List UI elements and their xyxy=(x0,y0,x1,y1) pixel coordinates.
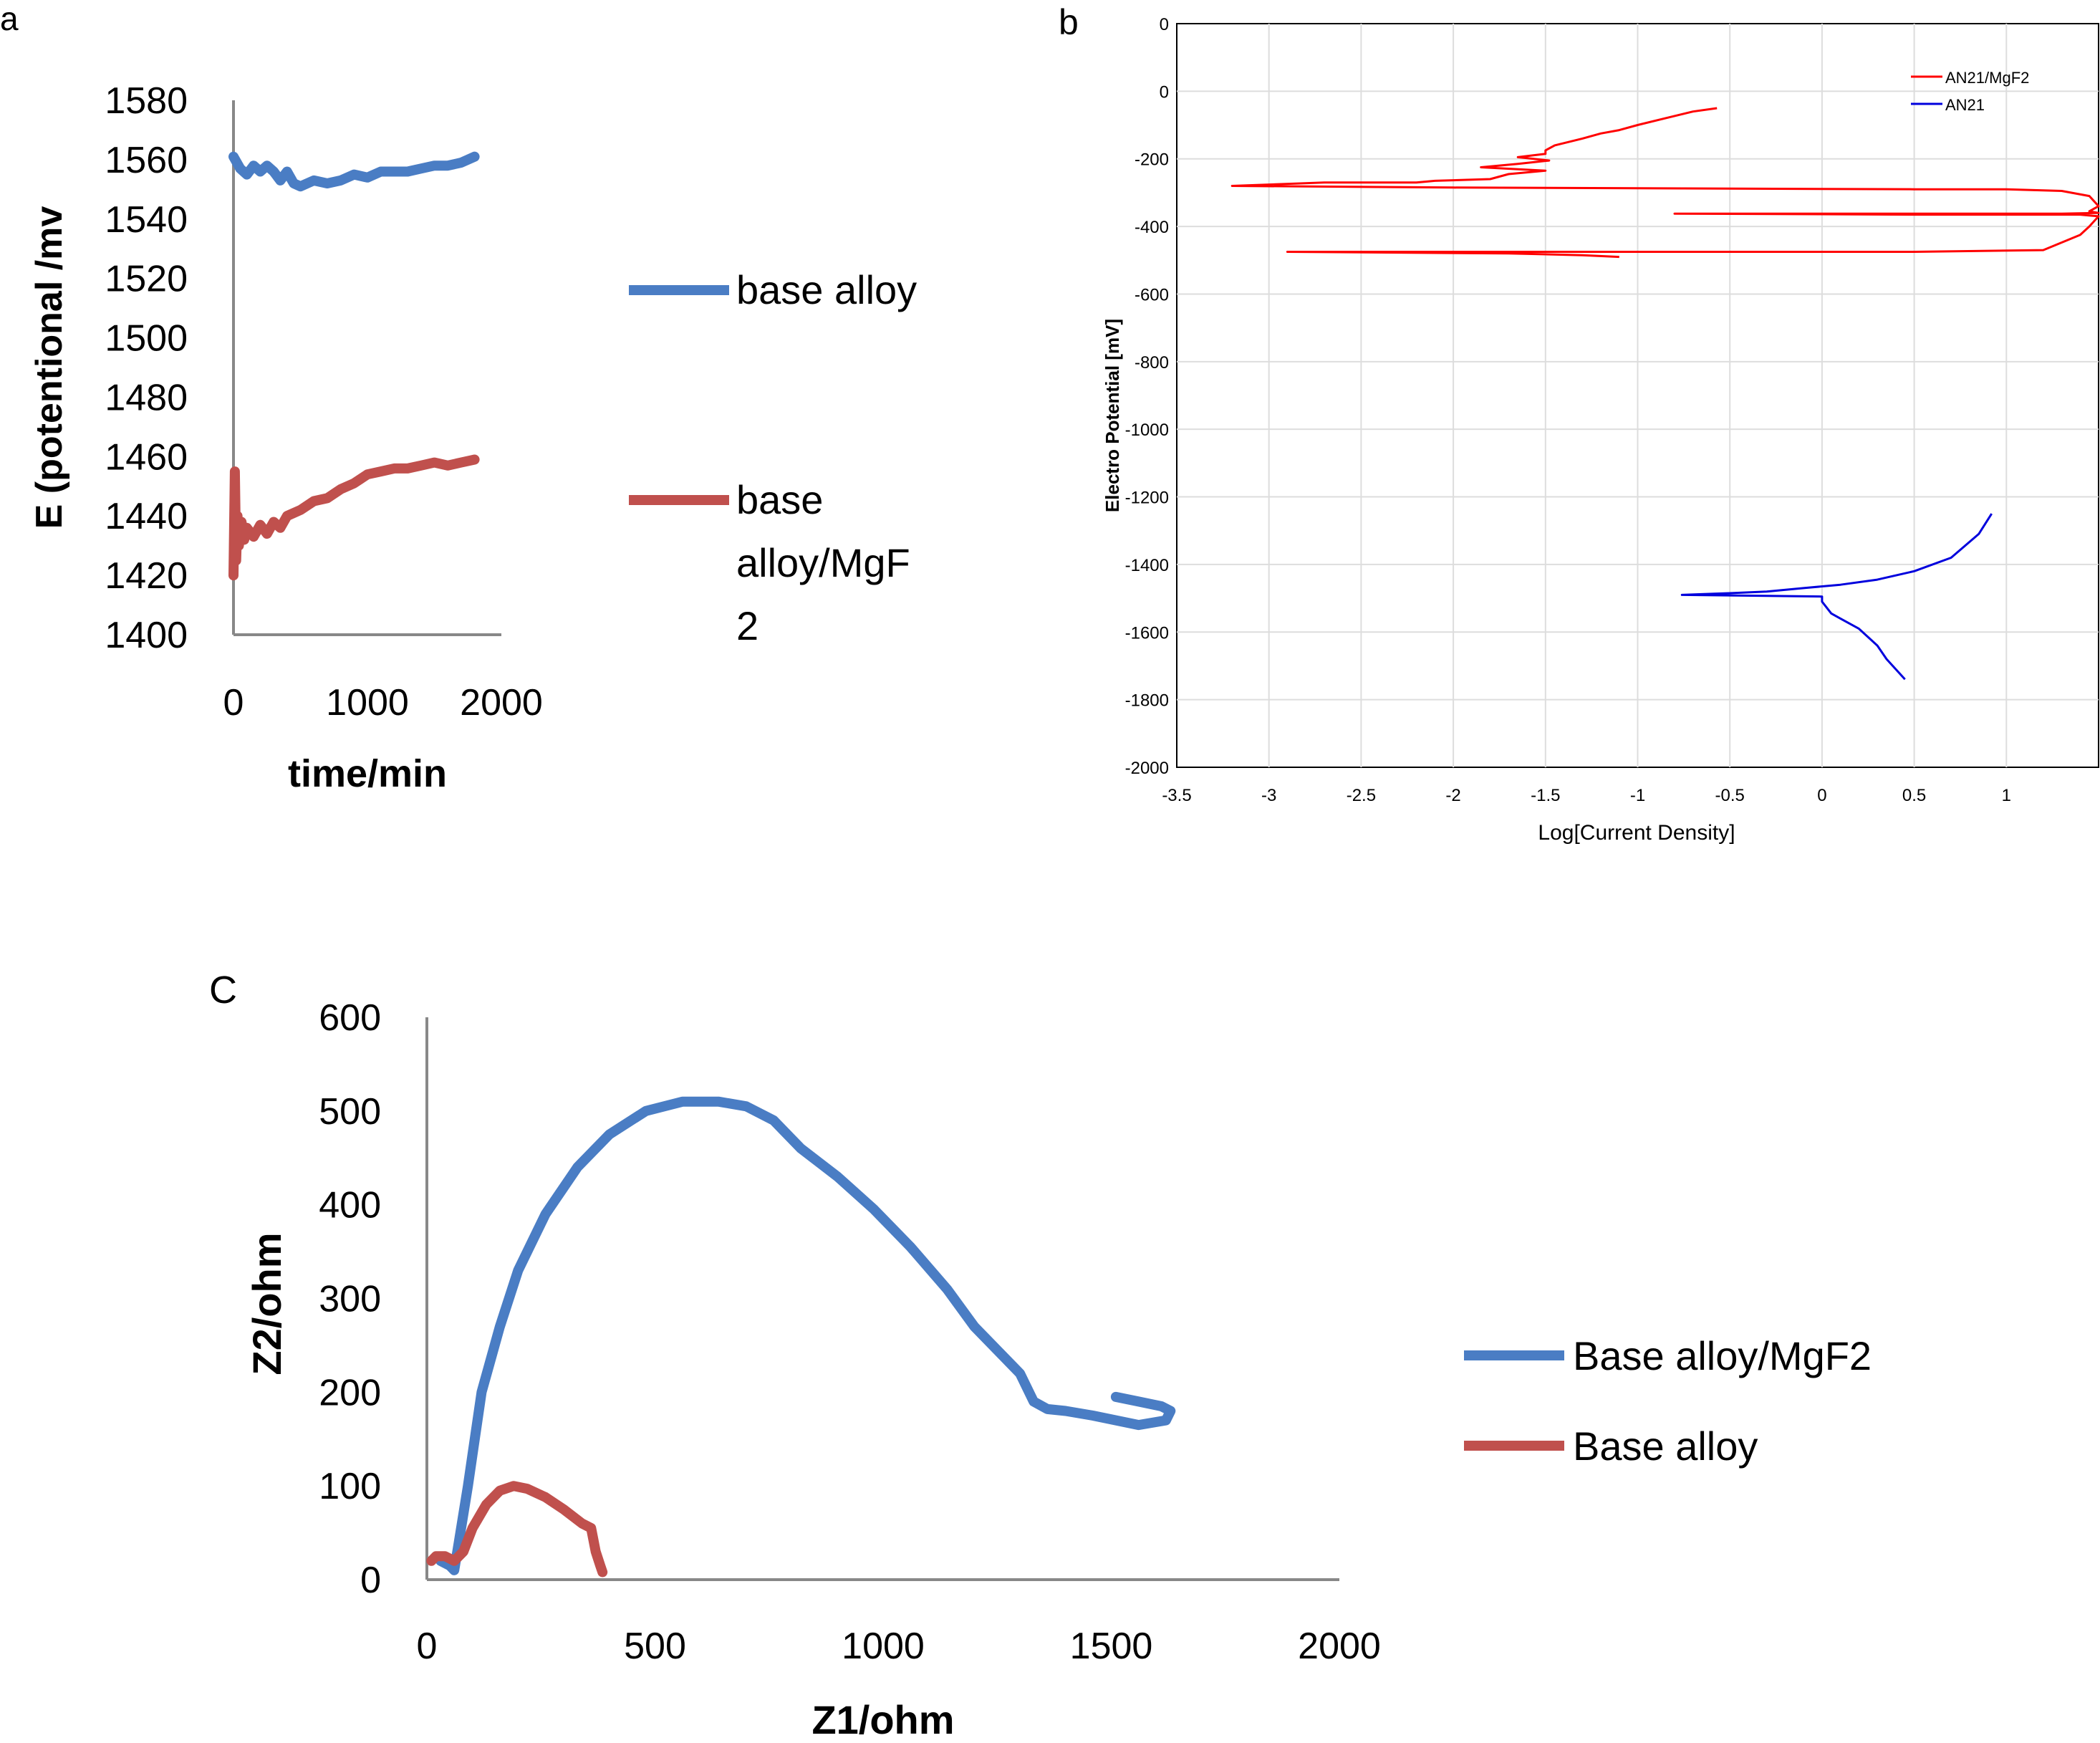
chart-b-y-tick: -1000 xyxy=(1125,421,1169,440)
chart-c-legend: Base alloy/MgF2 Base alloy xyxy=(1464,1333,1872,1469)
chart-b-y-tick: -800 xyxy=(1135,353,1169,373)
chart-c-x-tick: 500 xyxy=(624,1626,686,1667)
chart-a: 1580 1560 1540 1520 1500 1480 1460 1440 1420 1400… xyxy=(29,80,917,795)
chart-a-y-tick: 1440 xyxy=(105,496,188,537)
chart-b-x-tick: -1 xyxy=(1630,786,1645,805)
chart-c-y-tick: 0 xyxy=(360,1560,381,1601)
chart-a-y-tick: 1540 xyxy=(105,199,188,241)
chart-b-y-tick: -1200 xyxy=(1125,489,1169,508)
chart-b-x-tick: 0.5 xyxy=(1902,786,1926,805)
chart-b: 0 0 -200 -400 -600 -800 -1000 -1200 -1400 -1600 -1… xyxy=(1102,15,2100,845)
chart-a-x-tick: 1000 xyxy=(326,682,409,724)
chart-b-x-tick: 1 xyxy=(2002,786,2011,805)
chart-b-y-tick: -2000 xyxy=(1125,759,1169,778)
chart-b-y-tick: -200 xyxy=(1135,150,1169,170)
chart-c-x-tick: 0 xyxy=(417,1626,438,1667)
chart-c-y-tick: 400 xyxy=(319,1185,381,1226)
chart-a-legend-label: base alloy xyxy=(736,267,917,312)
chart-c-legend-label: Base alloy xyxy=(1573,1423,1758,1469)
chart-a-legend-label: 2 xyxy=(736,603,758,648)
panel-label-a: a xyxy=(0,0,19,37)
chart-b-legend-label: AN21 xyxy=(1945,96,1985,114)
chart-b-x-tick: -2.5 xyxy=(1347,786,1376,805)
chart-c-x-axis-label: Z1/ohm xyxy=(811,1697,954,1742)
chart-b-series-an21-mgf2 xyxy=(1230,107,2100,259)
chart-b-x-tick: -3.5 xyxy=(1162,786,1191,805)
chart-a-x-tick: 0 xyxy=(223,682,244,724)
chart-b-y-tick: 0 xyxy=(1160,15,1169,34)
panel-label-c: C xyxy=(209,969,237,1012)
chart-c-x-tick: 1000 xyxy=(842,1626,925,1667)
chart-b-legend-label: AN21/MgF2 xyxy=(1945,69,2029,87)
chart-c-y-tick: 300 xyxy=(319,1279,381,1320)
chart-b-x-tick: -3 xyxy=(1261,786,1276,805)
chart-a-y-tick: 1500 xyxy=(105,318,188,360)
chart-b-legend: AN21/MgF2 AN21 xyxy=(1911,69,2029,114)
panel-label-b: b xyxy=(1059,2,1079,42)
chart-a-series-base-alloy xyxy=(228,151,480,192)
chart-c-x-tick: 2000 xyxy=(1298,1626,1381,1667)
chart-a-series-base-alloy-mgf2 xyxy=(228,454,480,581)
chart-c-series-base-alloy xyxy=(426,1481,608,1578)
chart-b-y-axis-label: Electro Potential [mV] xyxy=(1102,319,1123,512)
chart-a-y-axis-label: E (potentional /mv xyxy=(29,206,70,529)
chart-b-x-tick: -2 xyxy=(1445,786,1460,805)
chart-b-x-tick: -0.5 xyxy=(1715,786,1745,805)
chart-a-legend-label: alloy/MgF xyxy=(736,540,910,585)
chart-b-y-tick: -1600 xyxy=(1125,623,1169,643)
chart-a-y-tick: 1460 xyxy=(105,436,188,478)
chart-a-legend: base alloy base alloy/MgF 2 xyxy=(629,267,917,648)
chart-b-y-tick: -1800 xyxy=(1125,691,1169,711)
chart-a-y-tick: 1560 xyxy=(105,140,188,181)
chart-b-y-tick: -600 xyxy=(1135,285,1169,304)
chart-b-y-tick: -400 xyxy=(1135,218,1169,237)
chart-a-y-tick: 1580 xyxy=(105,80,188,122)
chart-a-y-tick: 1420 xyxy=(105,555,188,597)
chart-a-x-tick: 2000 xyxy=(460,682,543,724)
chart-c-series-base-alloy-mgf2 xyxy=(435,1096,1176,1575)
chart-c-y-tick: 100 xyxy=(319,1466,381,1507)
chart-a-y-tick: 1480 xyxy=(105,377,188,418)
chart-b-x-tick: 0 xyxy=(1817,786,1826,805)
chart-a-legend-label: base xyxy=(736,477,823,522)
chart-b-x-tick: -1.5 xyxy=(1531,786,1560,805)
chart-a-x-axis-label: time/min xyxy=(288,752,447,795)
chart-c-y-tick: 600 xyxy=(319,997,381,1039)
chart-a-y-tick: 1520 xyxy=(105,259,188,300)
chart-b-series-an21 xyxy=(1680,513,1993,681)
chart-a-y-tick: 1400 xyxy=(105,615,188,656)
chart-c-legend-label: Base alloy/MgF2 xyxy=(1573,1333,1872,1378)
chart-c-y-tick: 200 xyxy=(319,1372,381,1413)
chart-b-y-tick: -1400 xyxy=(1125,556,1169,575)
chart-c-y-tick: 500 xyxy=(319,1091,381,1133)
chart-c-x-tick: 1500 xyxy=(1070,1626,1153,1667)
chart-c-y-axis-label: Z2/ohm xyxy=(244,1232,289,1375)
chart-b-y-tick: 0 xyxy=(1160,82,1169,102)
chart-b-x-axis-label: Log[Current Density] xyxy=(1538,821,1735,845)
